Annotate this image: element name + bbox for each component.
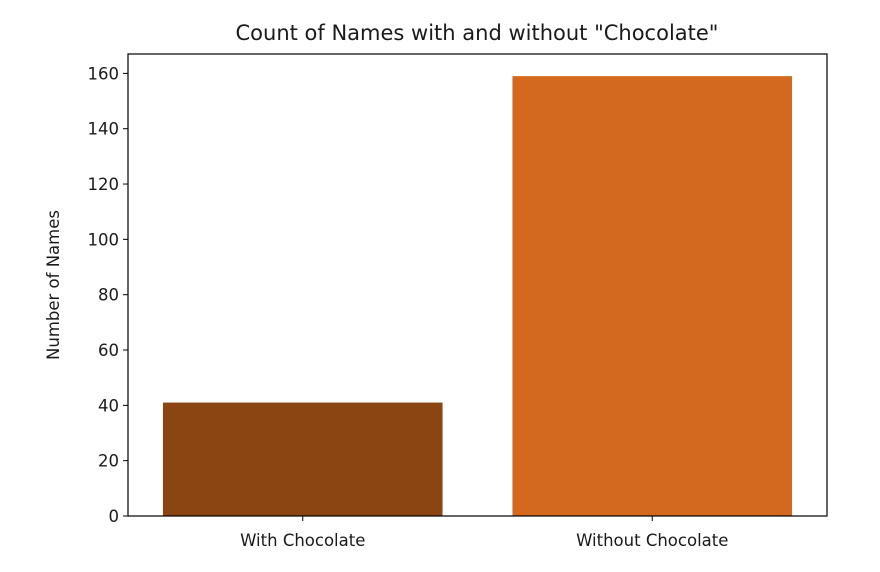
x-axis-ticks: With Chocolate Without Chocolate — [240, 516, 728, 550]
y-tick-label: 140 — [88, 120, 120, 139]
y-tick-label: 60 — [98, 341, 119, 360]
y-tick-label: 160 — [88, 64, 120, 83]
x-tick-label: With Chocolate — [240, 531, 365, 550]
bars-group — [162, 76, 793, 516]
y-tick-label: 20 — [98, 452, 119, 471]
plot-frame — [127, 53, 828, 517]
y-tick-label: 0 — [109, 507, 120, 526]
y-tick-label: 80 — [98, 286, 119, 305]
x-tick-label: Without Chocolate — [576, 531, 728, 550]
y-tick-label: 40 — [98, 396, 119, 415]
y-axis-label: Number of Names — [44, 210, 63, 360]
y-tick-label: 100 — [88, 230, 120, 249]
y-tick-label: 120 — [88, 175, 120, 194]
bar-with-chocolate — [162, 402, 443, 516]
bar-without-chocolate — [512, 76, 793, 516]
chart-title: Count of Names with and without "Chocola… — [236, 21, 719, 45]
y-axis-ticks: 0 20 40 60 80 100 120 140 160 — [88, 64, 128, 526]
